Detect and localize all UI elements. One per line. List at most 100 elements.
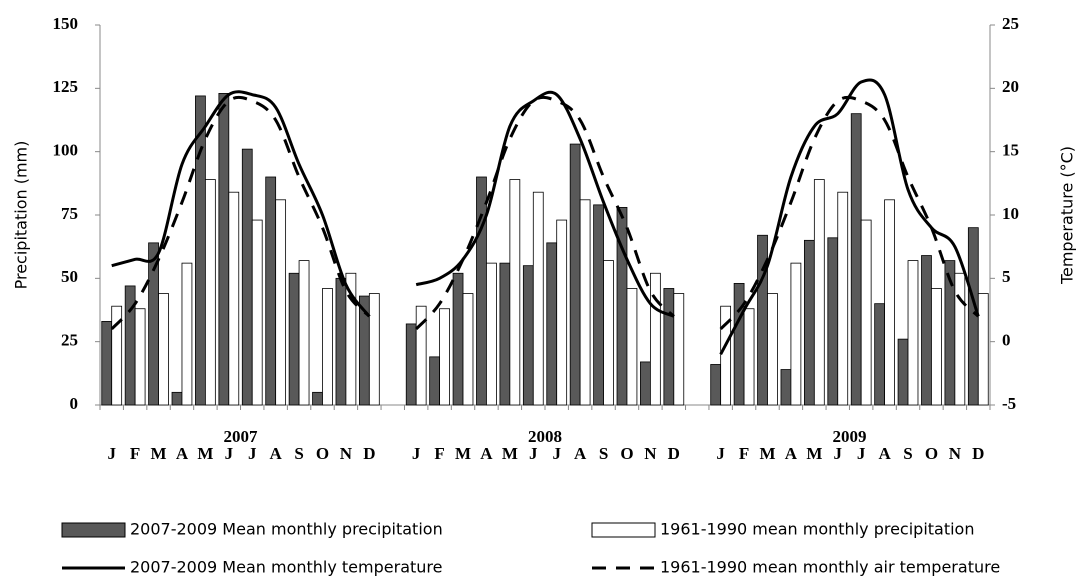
bar — [780, 369, 792, 406]
legend-label: 2007-2009 Mean monthly precipitation — [130, 520, 443, 539]
y2-tick-label: 5 — [1002, 267, 1011, 286]
bar — [405, 323, 417, 406]
x-tick-label: M — [759, 444, 775, 463]
x-tick-label: O — [316, 444, 329, 463]
bar — [218, 93, 230, 406]
bar — [860, 219, 872, 406]
bar — [593, 204, 604, 406]
x-tick-label: S — [599, 444, 608, 463]
bar — [439, 308, 450, 406]
y-tick-label: 50 — [61, 267, 78, 286]
x-tick-label: A — [574, 444, 587, 463]
x-tick-label: J — [552, 444, 561, 463]
x-tick-label: M — [455, 444, 471, 463]
y-axis-title: Precipitation (mm) — [12, 141, 31, 290]
bar — [251, 219, 263, 406]
y-tick-label: 100 — [53, 141, 79, 160]
legend-swatch — [591, 522, 656, 538]
bar — [134, 308, 146, 406]
bar — [345, 272, 357, 406]
legend-swatch — [61, 522, 126, 538]
x-tick-label: D — [972, 444, 984, 463]
bar — [579, 199, 591, 406]
bar — [649, 272, 661, 406]
bar — [275, 199, 287, 406]
x-tick-label: A — [785, 444, 798, 463]
bar — [710, 364, 722, 406]
y-tick-label: 150 — [53, 14, 79, 33]
bar — [790, 262, 802, 406]
bar — [298, 260, 310, 406]
y-tick-label: 75 — [61, 204, 78, 223]
x-tick-label: S — [294, 444, 303, 463]
x-tick-label: F — [434, 444, 444, 463]
bar — [850, 113, 862, 406]
y-tick-label: 125 — [53, 77, 79, 96]
bar — [663, 288, 675, 406]
y2-tick-label: 25 — [1002, 14, 1019, 33]
bar — [476, 176, 487, 406]
bar — [977, 293, 989, 406]
x-tick-label: S — [903, 444, 912, 463]
x-tick-label: J — [716, 444, 725, 463]
bar — [954, 272, 966, 406]
x-tick-label: M — [151, 444, 167, 463]
x-tick-label: A — [878, 444, 891, 463]
temperature-line — [110, 95, 980, 331]
legend-label: 1961-1990 mean monthly precipitation — [660, 520, 974, 539]
x-tick-label: J — [225, 444, 234, 463]
bar — [509, 179, 521, 406]
x-tick-label: N — [949, 444, 962, 463]
x-tick-label: J — [857, 444, 866, 463]
bar — [556, 219, 568, 406]
bar — [228, 191, 240, 406]
y-tick-label: 0 — [70, 394, 79, 413]
y2-tick-label: 10 — [1002, 204, 1019, 223]
bar — [204, 179, 216, 406]
x-tick-label: F — [130, 444, 140, 463]
bar — [288, 272, 300, 406]
bar — [603, 260, 614, 406]
bar — [429, 356, 441, 406]
bar — [486, 262, 497, 406]
bar — [884, 199, 895, 406]
bar — [335, 277, 347, 406]
x-tick-label: F — [739, 444, 749, 463]
bar — [522, 265, 534, 406]
bar — [322, 288, 333, 406]
bar — [720, 305, 732, 406]
x-tick-label: A — [480, 444, 493, 463]
bar — [101, 320, 113, 406]
bar — [921, 255, 932, 406]
x-tick-label: J — [412, 444, 421, 463]
legend-label: 1961-1990 mean monthly air temperature — [660, 558, 1000, 577]
x-group-label: 2009 — [832, 427, 866, 446]
x-tick-label: M — [806, 444, 822, 463]
bar — [499, 262, 511, 406]
x-tick-label: D — [363, 444, 375, 463]
x-tick-label: O — [925, 444, 938, 463]
y-tick-label: 25 — [61, 331, 78, 350]
bar — [837, 191, 849, 406]
bar — [743, 308, 755, 406]
bar — [171, 391, 183, 406]
x-group-label: 2007 — [224, 427, 259, 446]
x-tick-label: M — [502, 444, 518, 463]
bar — [111, 305, 123, 406]
bar — [546, 242, 558, 406]
bar — [452, 272, 464, 406]
x-tick-label: A — [270, 444, 283, 463]
bar — [733, 282, 745, 406]
bar — [673, 293, 685, 406]
x-tick-label: M — [197, 444, 213, 463]
bar — [462, 293, 474, 406]
bar — [241, 148, 253, 406]
bar — [874, 303, 886, 406]
bar — [907, 260, 919, 406]
bar — [158, 293, 169, 406]
bar — [195, 95, 206, 406]
x-tick-label: N — [644, 444, 657, 463]
bar — [767, 293, 778, 406]
bar — [415, 305, 427, 406]
